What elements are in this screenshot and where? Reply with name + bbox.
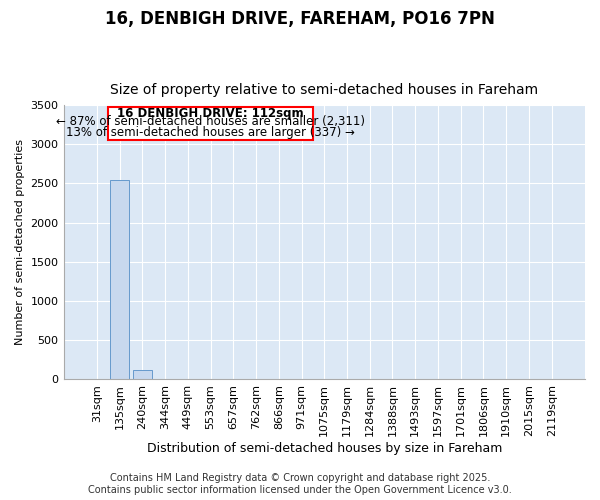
Text: 16, DENBIGH DRIVE, FAREHAM, PO16 7PN: 16, DENBIGH DRIVE, FAREHAM, PO16 7PN [105, 10, 495, 28]
Text: 13% of semi-detached houses are larger (337) →: 13% of semi-detached houses are larger (… [66, 126, 355, 139]
Text: 16 DENBIGH DRIVE: 112sqm: 16 DENBIGH DRIVE: 112sqm [117, 108, 304, 120]
Bar [110, 180, 130, 380]
Text: ← 87% of semi-detached houses are smaller (2,311): ← 87% of semi-detached houses are smalle… [56, 115, 365, 128]
Text: Contains HM Land Registry data © Crown copyright and database right 2025.
Contai: Contains HM Land Registry data © Crown c… [88, 474, 512, 495]
Bar [133, 370, 152, 380]
X-axis label: Distribution of semi-detached houses by size in Fareham: Distribution of semi-detached houses by … [146, 442, 502, 455]
Title: Size of property relative to semi-detached houses in Fareham: Size of property relative to semi-detach… [110, 83, 538, 97]
Y-axis label: Number of semi-detached properties: Number of semi-detached properties [15, 140, 25, 346]
FancyBboxPatch shape [108, 106, 313, 140]
